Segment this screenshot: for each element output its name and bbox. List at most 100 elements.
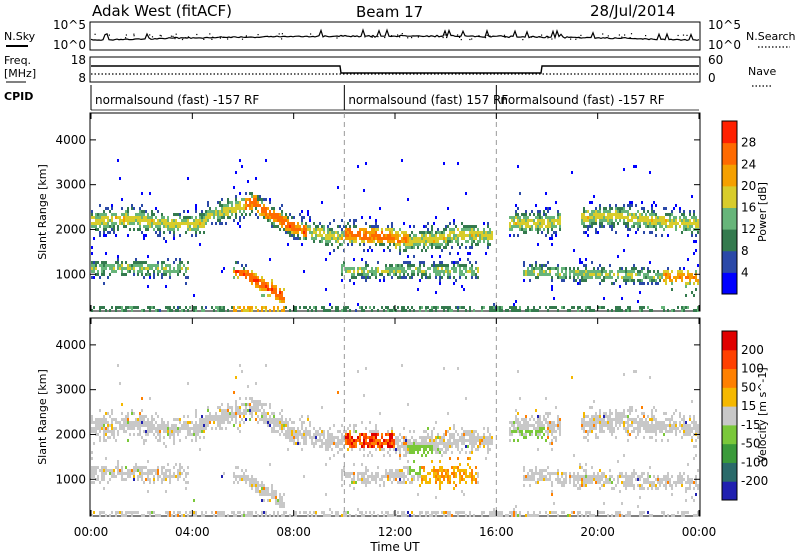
velocity-cell bbox=[409, 466, 411, 469]
power-cell bbox=[221, 270, 223, 273]
power-cell bbox=[577, 267, 579, 270]
velocity-cell bbox=[159, 439, 161, 442]
velocity-cell bbox=[517, 370, 519, 373]
power-cell bbox=[575, 270, 577, 273]
power-cell bbox=[255, 306, 257, 309]
power-cell bbox=[589, 273, 591, 276]
velocity-cell bbox=[151, 472, 153, 475]
velocity-cell bbox=[515, 511, 517, 514]
velocity-cell bbox=[195, 514, 197, 517]
power-cell bbox=[183, 222, 185, 225]
power-cell bbox=[565, 276, 567, 279]
velocity-cell bbox=[195, 430, 197, 433]
velocity-cell bbox=[137, 475, 139, 478]
velocity-cell bbox=[223, 421, 225, 424]
power-cell bbox=[151, 264, 153, 267]
power-cell bbox=[533, 213, 535, 216]
velocity-cell bbox=[259, 493, 261, 496]
power-cell bbox=[653, 276, 655, 279]
velocity-cell bbox=[307, 433, 309, 436]
power-cell bbox=[185, 306, 187, 309]
noise-search-dot bbox=[459, 36, 461, 38]
velocity-cell bbox=[531, 469, 533, 472]
velocity-cell bbox=[331, 448, 333, 451]
power-cell bbox=[411, 264, 413, 267]
power-cell bbox=[683, 222, 685, 225]
velocity-cell bbox=[369, 481, 371, 484]
noise-search-dot bbox=[575, 38, 577, 40]
power-cell bbox=[267, 213, 269, 216]
power-cell bbox=[383, 243, 385, 246]
power-cell bbox=[617, 213, 619, 216]
velocity-cell bbox=[395, 469, 397, 472]
velocity-cell bbox=[581, 427, 583, 430]
velocity-cell bbox=[151, 415, 153, 418]
velocity-cell bbox=[427, 451, 429, 454]
power-cell bbox=[583, 210, 585, 213]
noise-search-dot bbox=[504, 36, 506, 38]
power-cell bbox=[211, 222, 213, 225]
freq-tick-high: 18 bbox=[71, 53, 86, 67]
velocity-cell bbox=[245, 475, 247, 478]
velocity-cell bbox=[161, 472, 163, 475]
power-cell bbox=[111, 228, 113, 231]
power-cell bbox=[283, 300, 285, 303]
velocity-cell bbox=[393, 475, 395, 478]
velocity-cell bbox=[459, 463, 461, 466]
power-cell bbox=[473, 231, 475, 234]
power-cell bbox=[497, 306, 499, 309]
power-cell bbox=[289, 234, 291, 237]
power-cell bbox=[167, 222, 169, 225]
power-cell bbox=[273, 285, 275, 288]
power-cell bbox=[627, 219, 629, 222]
velocity-cell bbox=[297, 439, 299, 442]
velocity-cell bbox=[435, 442, 437, 445]
power-cell bbox=[375, 276, 377, 279]
power-cell bbox=[255, 213, 257, 216]
power-cell bbox=[647, 270, 649, 273]
power-cell bbox=[689, 222, 691, 225]
power-cell bbox=[615, 231, 617, 234]
velocity-cell bbox=[275, 490, 277, 493]
power-cell bbox=[119, 222, 121, 225]
power-cell bbox=[411, 237, 413, 240]
velocity-cell bbox=[185, 511, 187, 514]
velocity-cell bbox=[549, 421, 551, 424]
velocity-cell bbox=[367, 442, 369, 445]
power-cell bbox=[389, 249, 391, 252]
velocity-cell bbox=[443, 478, 445, 481]
power-cell bbox=[169, 228, 171, 231]
power-cell bbox=[401, 309, 403, 312]
power-cell bbox=[437, 228, 439, 231]
power-cell bbox=[293, 231, 295, 234]
power-cell bbox=[685, 282, 687, 285]
power-cell bbox=[103, 216, 105, 219]
velocity-cell bbox=[287, 433, 289, 436]
power-cell bbox=[385, 306, 387, 309]
power-cell bbox=[475, 234, 477, 237]
power-cell bbox=[611, 225, 613, 228]
power-cell bbox=[461, 237, 463, 240]
power-cell bbox=[263, 294, 265, 297]
noise-search-dot bbox=[686, 34, 688, 36]
power-cell bbox=[543, 222, 545, 225]
power-cell bbox=[221, 213, 223, 216]
power-cell bbox=[311, 237, 313, 240]
power-cell bbox=[685, 222, 687, 225]
velocity-cell bbox=[245, 397, 247, 400]
power-cell bbox=[353, 282, 355, 285]
velocity-cell bbox=[487, 436, 489, 439]
power-cell bbox=[569, 276, 571, 279]
power-cell bbox=[471, 246, 473, 249]
velocity-cell bbox=[103, 415, 105, 418]
velocity-cell bbox=[265, 403, 267, 406]
power-cell bbox=[281, 294, 283, 297]
power-cell bbox=[325, 243, 327, 246]
power-cell bbox=[589, 270, 591, 273]
velocity-cell bbox=[453, 439, 455, 442]
velocity-cell bbox=[299, 433, 301, 436]
velocity-cell bbox=[457, 433, 459, 436]
velocity-cell bbox=[145, 439, 147, 442]
noise-search-dot bbox=[371, 36, 373, 38]
velocity-cell bbox=[435, 421, 437, 424]
